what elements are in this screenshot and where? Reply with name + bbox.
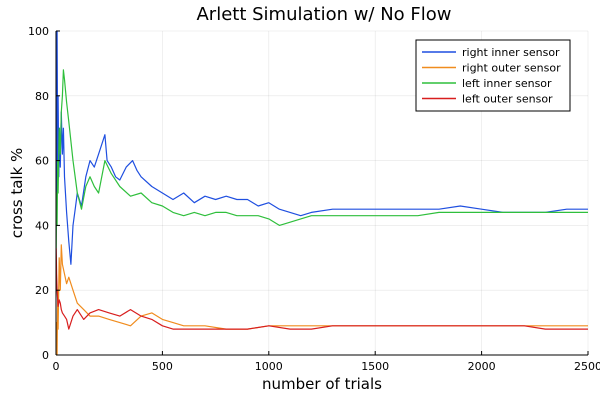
legend-label: left outer sensor bbox=[462, 93, 553, 106]
y-tick-label: 60 bbox=[35, 155, 49, 168]
legend-label: left inner sensor bbox=[462, 77, 552, 90]
x-axis-title: number of trials bbox=[262, 375, 382, 393]
y-tick-label: 80 bbox=[35, 90, 49, 103]
x-tick-label: 2500 bbox=[574, 360, 600, 373]
x-tick-label: 1000 bbox=[255, 360, 283, 373]
series-line-4 bbox=[55, 248, 588, 330]
x-tick-label: 0 bbox=[53, 360, 60, 373]
legend: right inner sensor right outer sensor left… bbox=[415, 39, 571, 112]
y-tick-label: 40 bbox=[35, 219, 49, 232]
series-group bbox=[55, 30, 588, 356]
y-tick-label: 20 bbox=[35, 284, 49, 297]
y-tick-label: 0 bbox=[42, 349, 49, 362]
legend-label: right outer sensor bbox=[462, 62, 561, 75]
series-line-1 bbox=[55, 30, 588, 265]
y-tick-label: 100 bbox=[28, 25, 49, 38]
series-line-3 bbox=[55, 69, 588, 249]
x-tick-label: 2000 bbox=[468, 360, 496, 373]
series-line-2 bbox=[55, 244, 588, 356]
y-axis-title: cross talk % bbox=[8, 148, 26, 239]
ticks: 0 500 1000 1500 2000 2500 0 20 40 60 80 100 bbox=[28, 25, 600, 373]
legend-label: right inner sensor bbox=[462, 46, 560, 59]
chart-title: Arlett Simulation w/ No Flow bbox=[196, 4, 451, 25]
x-tick-label: 500 bbox=[152, 360, 173, 373]
x-tick-label: 1500 bbox=[361, 360, 389, 373]
axes bbox=[55, 31, 588, 356]
